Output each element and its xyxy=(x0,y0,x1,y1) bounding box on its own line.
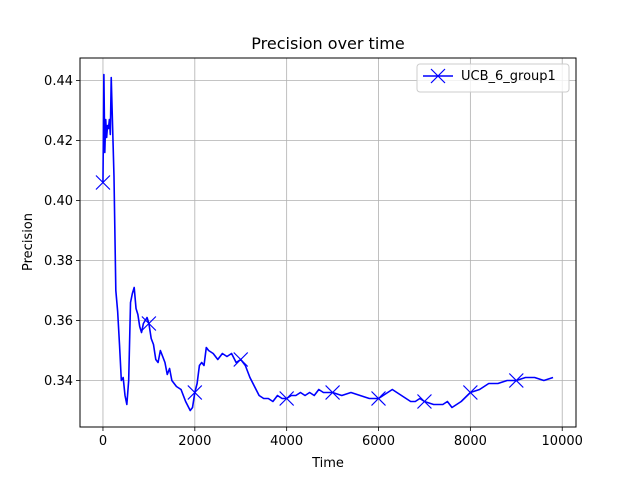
y-tick-label: 0.38 xyxy=(44,254,73,269)
chart-title: Precision over time xyxy=(251,34,404,53)
series-marker xyxy=(417,394,432,409)
y-tick-label: 0.36 xyxy=(44,314,73,329)
x-tick-label: 10000 xyxy=(542,434,583,449)
series-marker xyxy=(95,175,111,190)
y-tick-label: 0.40 xyxy=(44,194,73,209)
y-axis-ticks: 0.34 0.36 0.38 0.40 0.42 0.44 xyxy=(44,74,80,389)
series-marker xyxy=(325,385,341,400)
x-axis-ticks: 0 2000 4000 6000 8000 10000 xyxy=(99,427,583,449)
series-lines xyxy=(102,73,554,412)
series-marker xyxy=(141,316,157,331)
series-marker xyxy=(187,385,203,400)
x-tick-label: 8000 xyxy=(454,434,487,449)
legend-entry-label: UCB_6_group1 xyxy=(461,69,556,84)
series-marker xyxy=(279,391,295,406)
plot-frame xyxy=(79,57,577,428)
legend-marker-glyph xyxy=(430,68,446,84)
x-tick-label: 0 xyxy=(99,434,107,449)
x-tick-label: 6000 xyxy=(362,434,395,449)
legend-box xyxy=(416,63,570,93)
y-tick-label: 0.44 xyxy=(44,74,73,89)
grid-lines xyxy=(80,58,576,427)
legend-marker-x-icon xyxy=(430,68,446,84)
series-marker xyxy=(462,385,478,400)
series-marker xyxy=(371,391,386,406)
series-marker xyxy=(233,352,249,367)
series-markers xyxy=(95,175,524,409)
legend: UCB_6_group1 xyxy=(416,63,570,93)
y-axis-label: Precision xyxy=(21,213,36,271)
y-tick-label: 0.42 xyxy=(44,134,73,149)
series-marker xyxy=(508,373,524,388)
x-tick-label: 2000 xyxy=(178,434,211,449)
x-tick-label: 4000 xyxy=(270,434,303,449)
y-tick-label: 0.34 xyxy=(44,374,73,389)
series-line xyxy=(102,73,554,412)
x-axis-label: Time xyxy=(311,456,344,471)
